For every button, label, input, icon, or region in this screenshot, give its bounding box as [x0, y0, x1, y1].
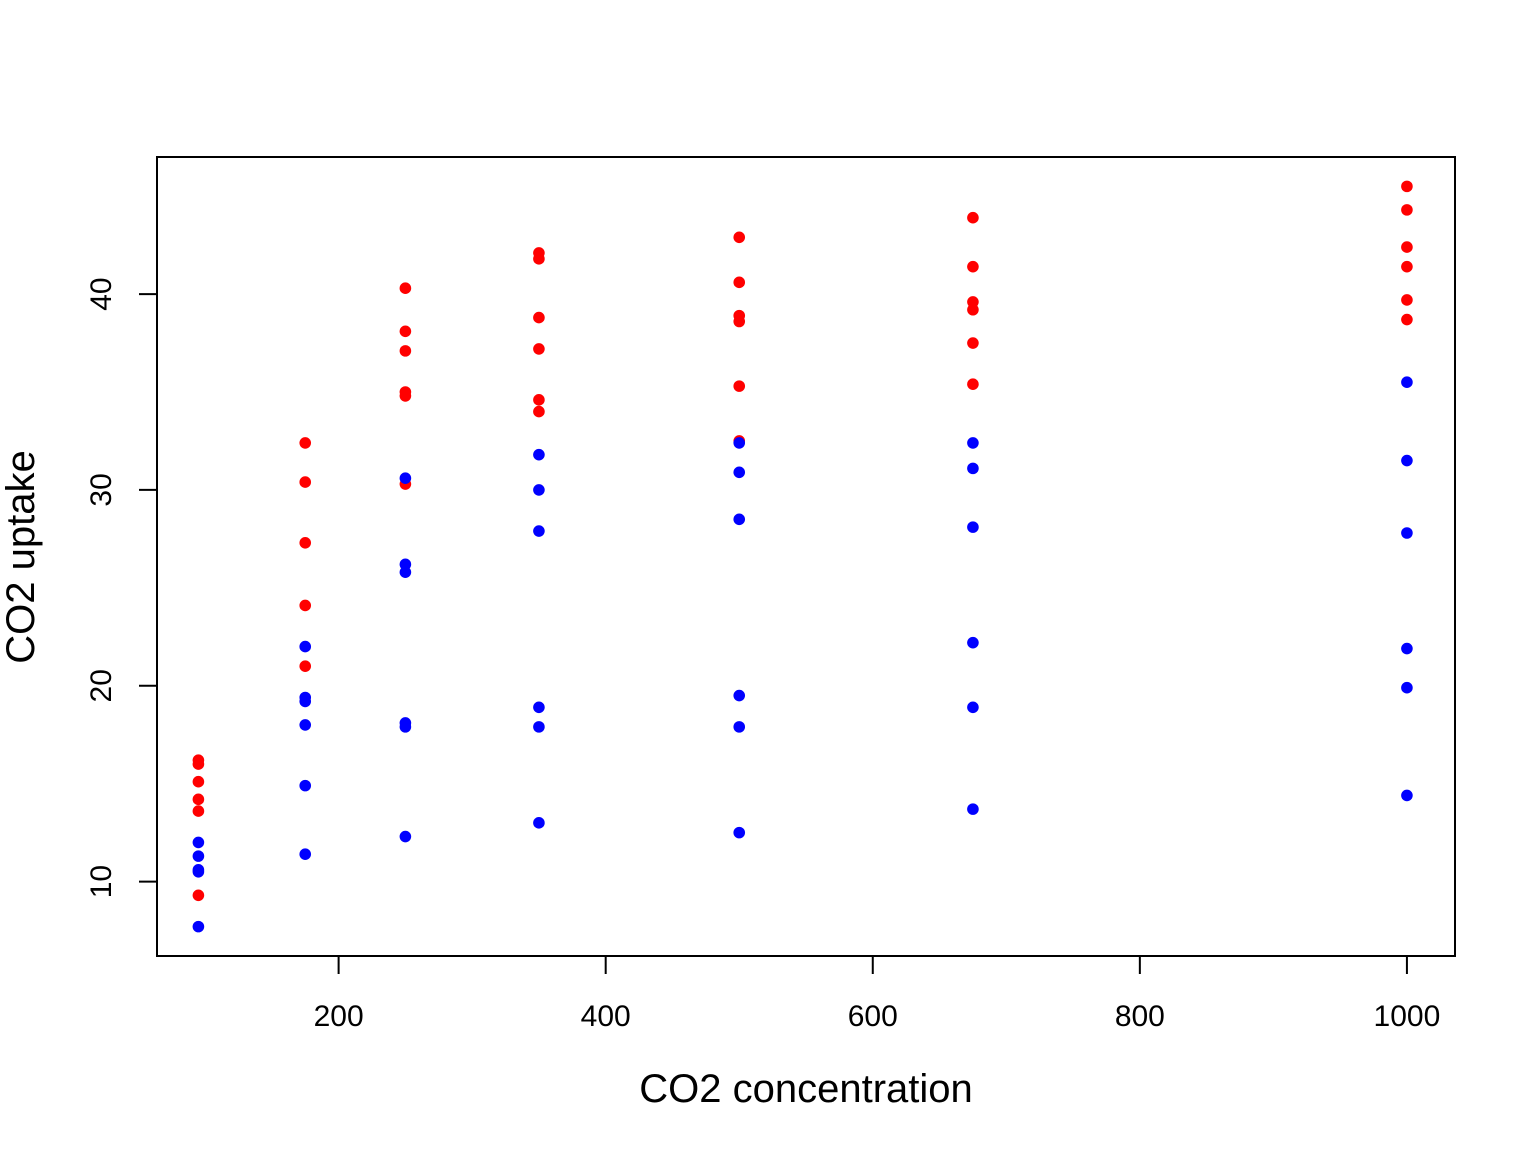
x-axis: 200 400 600 800 1000: [314, 955, 1441, 1033]
data-point-series-2: [1401, 454, 1413, 467]
x-tick-label: 600: [848, 1000, 898, 1033]
data-point-series-1: [967, 260, 979, 273]
data-point-series-1: [299, 476, 312, 488]
data-point-series-2: [733, 721, 746, 733]
data-point-series-1: [192, 793, 205, 806]
data-point-series-1: [299, 437, 312, 449]
data-point-series-1: [733, 380, 746, 392]
data-point-series-2: [399, 472, 412, 484]
data-point-series-2: [299, 640, 312, 653]
data-point-series-2: [967, 803, 979, 815]
data-point-series-2: [533, 525, 545, 537]
data-point-series-1: [1401, 313, 1413, 326]
data-point-series-1: [967, 378, 979, 390]
x-tick-label: 400: [581, 1000, 631, 1033]
data-point-series-2: [1401, 681, 1413, 694]
x-tick-label: 800: [1115, 1000, 1165, 1033]
data-point-series-2: [533, 448, 545, 461]
y-tick-label: 30: [85, 473, 118, 506]
data-point-series-1: [299, 660, 312, 672]
data-point-series-2: [192, 836, 205, 849]
data-point-series-2: [733, 826, 746, 839]
y-tick-label: 20: [85, 669, 118, 702]
data-point-series-2: [533, 701, 545, 714]
data-point-series-1: [399, 390, 412, 402]
data-point-series-2: [399, 721, 412, 733]
data-point-series-1: [733, 276, 746, 289]
y-axis: 10 20 30 40: [85, 277, 158, 898]
data-point-series-1: [192, 775, 205, 788]
data-point-series-2: [733, 437, 746, 449]
data-point-series-1: [192, 889, 205, 902]
plot-frame: [156, 156, 1456, 957]
x-tick-label: 200: [314, 1000, 364, 1033]
data-point-series-1: [967, 303, 979, 316]
y-tick-label: 10: [85, 865, 118, 898]
data-point-series-1: [1401, 204, 1413, 216]
data-point-series-2: [967, 701, 979, 714]
data-point-series-2: [1401, 789, 1413, 802]
data-point-series-1: [533, 311, 545, 324]
data-point-series-2: [1401, 642, 1413, 655]
data-point-series-2: [967, 521, 979, 533]
data-point-series-1: [299, 599, 312, 612]
data-point-series-1: [1401, 180, 1413, 193]
data-point-series-2: [733, 466, 746, 479]
data-point-series-2: [967, 636, 979, 649]
data-point-series-1: [967, 211, 979, 224]
data-point-series-1: [192, 805, 205, 817]
data-point-series-1: [533, 253, 545, 265]
x-axis-title: CO2 concentration: [639, 1067, 973, 1111]
data-point-series-2: [399, 830, 412, 843]
data-point-series-2: [192, 850, 205, 862]
data-point-series-2: [192, 865, 205, 878]
data-point-series-1: [733, 231, 746, 244]
data-point-series-1: [399, 345, 412, 357]
data-point-series-2: [733, 689, 746, 702]
data-point-series-2: [533, 484, 545, 496]
data-point-series-1: [299, 536, 312, 549]
data-point-series-1: [1401, 241, 1413, 253]
y-axis-title: CO2 uptake: [0, 450, 43, 663]
data-point-series-2: [967, 437, 979, 449]
data-point-series-2: [299, 719, 312, 731]
data-point-series-1: [533, 405, 545, 418]
data-point-series-1: [1401, 260, 1413, 273]
data-point-series-1: [399, 282, 412, 295]
data-point-series-2: [299, 695, 312, 708]
y-tick-label: 40: [85, 277, 118, 310]
data-point-series-1: [399, 325, 412, 338]
data-point-series-2: [733, 513, 746, 526]
data-point-series-2: [533, 721, 545, 733]
x-tick-label: 1000: [1374, 1000, 1441, 1033]
data-point-series-1: [733, 315, 746, 328]
data-point-series-1: [192, 758, 205, 770]
data-point-series-2: [399, 566, 412, 578]
data-point-series-1: [533, 343, 545, 355]
data-point-series-2: [1401, 376, 1413, 389]
data-point-series-1: [533, 394, 545, 406]
data-point-series-2: [299, 848, 312, 860]
data-points: [192, 180, 1413, 933]
data-point-series-1: [967, 337, 979, 349]
data-point-series-1: [1401, 294, 1413, 306]
data-point-series-2: [967, 462, 979, 475]
data-point-series-2: [533, 817, 545, 829]
data-point-series-2: [299, 779, 312, 792]
data-point-series-2: [1401, 527, 1413, 539]
data-point-series-2: [192, 920, 205, 933]
